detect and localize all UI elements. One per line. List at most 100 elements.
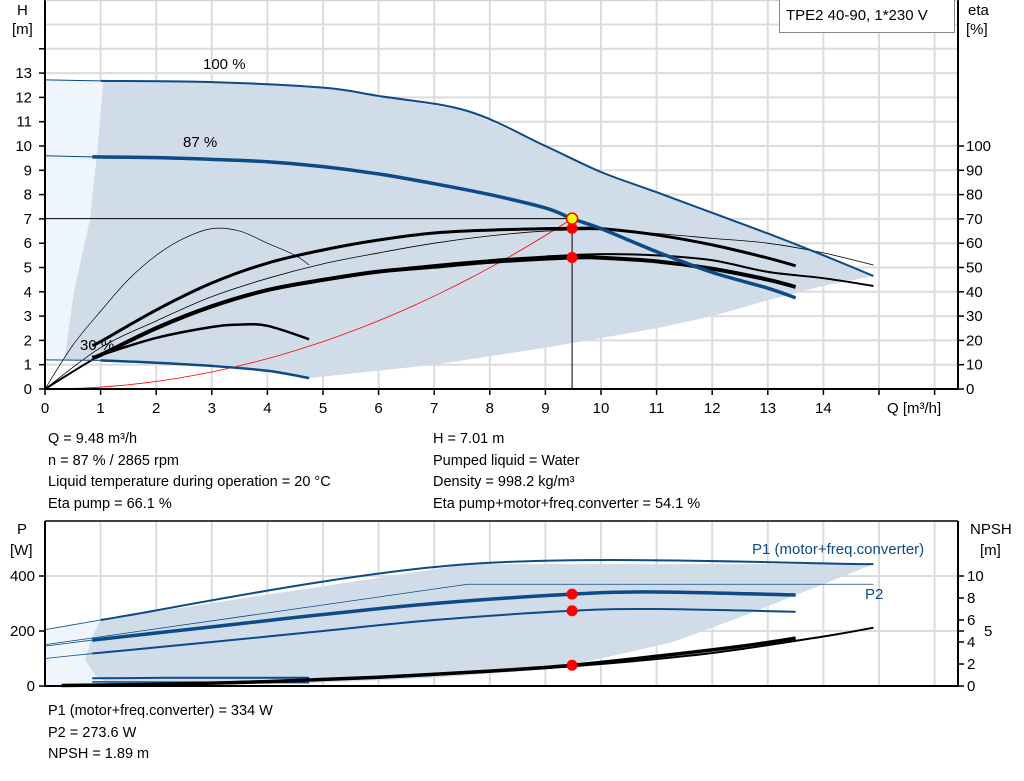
eta-tick-label: 0 [966, 381, 974, 398]
q-tick-label: 7 [430, 400, 438, 417]
eta-tick-label: 20 [966, 332, 983, 349]
eta-axis-label: eta [968, 2, 990, 19]
h-tick-label: 11 [16, 114, 32, 131]
eta-tick-label: 80 [966, 187, 983, 204]
h-tick-label: 4 [24, 284, 32, 301]
eta-axis-unit: [%] [966, 21, 988, 38]
head-curve [100, 79, 874, 277]
info-speed: n = 87 % / 2865 rpm [48, 452, 179, 469]
label-87-percent: 87 % [183, 134, 217, 151]
q-tick-label: 14 [815, 400, 832, 417]
info-p2: P2 = 273.6 W [48, 724, 137, 741]
head-curve-extension [44, 79, 101, 82]
h-tick-label: 7 [24, 211, 32, 228]
p-tick-label: 200 [10, 623, 35, 640]
p-tick-label: 400 [10, 568, 35, 585]
q-tick-label: 8 [486, 400, 494, 417]
q-tick-label: 13 [759, 400, 776, 417]
npsh-tick-label: 6 [967, 612, 975, 629]
label-100-percent: 100 % [203, 56, 246, 73]
p2-legend-label: P2 [865, 586, 883, 603]
duty-point-p2 [566, 605, 578, 617]
p1-legend-label: P1 (motor+freq.converter) [752, 541, 924, 558]
q-tick-label: 4 [263, 400, 271, 417]
duty-point-head [565, 212, 579, 225]
operating-range-area [85, 564, 874, 686]
eta-curve [44, 229, 874, 390]
duty-point-eta-total [566, 252, 578, 264]
power-curve-extension [44, 619, 101, 631]
npsh-curve [61, 626, 874, 687]
power-curve [92, 607, 796, 655]
power-curve-extension [44, 653, 93, 659]
q-tick-label: 2 [152, 400, 160, 417]
info-left: Q = 9.48 m³/h n = 87 % / 2865 rpm Liquid… [48, 429, 331, 515]
q-tick-label: 5 [319, 400, 327, 417]
power-curve-extension [44, 583, 468, 646]
npsh-axis-unit: [m] [980, 542, 1001, 559]
power-curve-extension [44, 639, 93, 647]
eta-curve [44, 253, 874, 390]
eta-curve [91, 226, 797, 347]
duty-point-eta-pump [566, 222, 578, 234]
npsh-tick-label: 2 [967, 656, 975, 673]
head-chart: 0 1 2 3 4 5 6 7 8 9 10 11 12 13 1401234567891011121301… [15, 0, 991, 417]
eta-tick-label: 90 [966, 162, 983, 179]
q-tick-label: 11 [649, 400, 665, 417]
duty-point-p1 [566, 588, 578, 600]
info-npsh: NPSH = 1.89 m [48, 746, 150, 762]
q-tick-label: 6 [374, 400, 382, 417]
q-tick-label: 1 [96, 400, 104, 417]
duty-point-npsh [566, 659, 578, 671]
info-density: Density = 998.2 kg/m³ [433, 474, 575, 490]
p-axis-label: P [17, 521, 27, 538]
eta-tick-label: 30 [966, 308, 983, 325]
q-tick-label: 0 [41, 400, 49, 417]
system-curve [44, 218, 573, 390]
info-eta-pump: Eta pump = 66.1 % [48, 495, 172, 512]
npsh-tick-label: 10 [967, 568, 984, 585]
h-tick-label: 13 [15, 65, 32, 82]
eta-tick-label: 100 [966, 138, 991, 155]
power-curve [92, 590, 796, 642]
extended-range-area [45, 79, 104, 360]
info-eta-total: Eta pump+motor+freq.converter = 54.1 % [433, 495, 701, 512]
npsh-axis-label: NPSH [970, 521, 1012, 538]
head-curve [100, 359, 310, 380]
operating-range-area [64, 80, 874, 379]
q-tick-label: 12 [704, 400, 721, 417]
h-tick-label: 10 [15, 138, 32, 155]
q-tick-label: 3 [208, 400, 216, 417]
info-flow: Q = 9.48 m³/h [48, 431, 138, 447]
npsh-tick-label: 5 [984, 623, 992, 640]
head-curve [92, 155, 797, 300]
h-tick-label: 0 [24, 381, 32, 398]
q-tick-label: 10 [593, 400, 610, 417]
power-curve [92, 676, 310, 680]
h-tick-label: 3 [24, 308, 32, 325]
eta-tick-label: 50 [966, 260, 983, 277]
npsh-tick-label: 0 [967, 678, 975, 695]
eta-tick-label: 10 [966, 357, 983, 374]
eta-tick-label: 40 [966, 284, 983, 301]
extended-range-area [45, 620, 112, 686]
h-tick-label: 8 [24, 187, 32, 204]
h-tick-label: 5 [24, 260, 32, 277]
npsh-tick-label: 4 [967, 634, 975, 651]
head-curve-extension [44, 155, 93, 158]
eta-tick-label: 60 [966, 235, 983, 252]
label-30-percent: 30 % [80, 337, 114, 354]
q-tick-label: 9 [541, 400, 549, 417]
eta-curve [44, 227, 310, 390]
info-right: H = 7.01 m Pumped liquid = Water Density… [433, 429, 700, 515]
h-tick-label: 12 [15, 89, 32, 106]
info-bottom: P1 (motor+freq.converter) = 334 W P2 = 2… [48, 701, 273, 766]
npsh-tick-label: 8 [967, 590, 975, 607]
p-axis-unit: [W] [10, 542, 33, 559]
h-axis-unit: [m] [12, 21, 33, 38]
eta-curve [91, 322, 310, 359]
q-axis-label: Q [m³/h] [887, 400, 941, 417]
eta-tick-label: 70 [966, 211, 983, 228]
info-head: H = 7.01 m [433, 431, 505, 447]
